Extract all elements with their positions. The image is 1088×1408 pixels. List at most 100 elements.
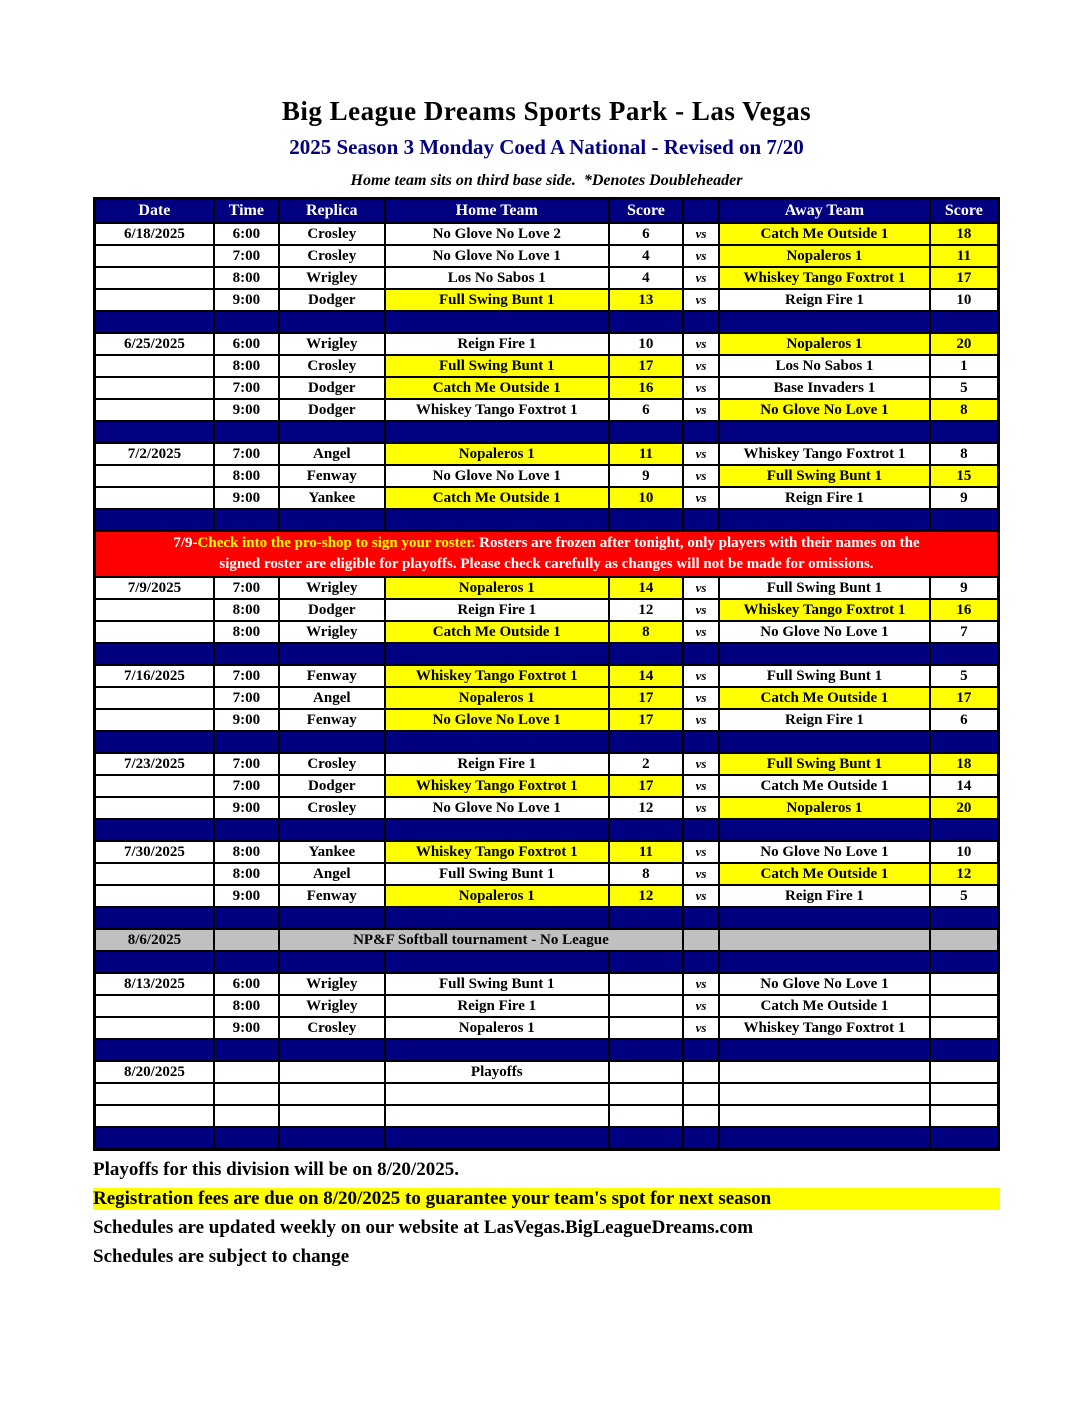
away-score-cell: 10 <box>928 288 1000 312</box>
separator-cell <box>93 1038 215 1062</box>
separator-cell <box>681 818 721 842</box>
date-cell: 6/25/2025 <box>93 332 215 356</box>
empty-cell <box>212 1082 280 1106</box>
banner-date-prefix: 7/9- <box>173 535 198 551</box>
away-team-cell: No Glove No Love 1 <box>718 620 931 644</box>
home-score-cell <box>607 972 684 996</box>
away-score-cell: 6 <box>928 708 1000 732</box>
separator-cell <box>928 730 1000 754</box>
away-team-cell: Nopaleros 1 <box>718 332 931 356</box>
separator-cell <box>277 818 386 842</box>
date-cell <box>93 1016 215 1040</box>
date-cell <box>93 464 215 488</box>
footer-notes: Playoffs for this division will be on 8/… <box>93 1159 1000 1268</box>
separator-cell <box>607 310 684 334</box>
vs-cell: vs <box>681 796 721 820</box>
away-score-cell <box>928 994 1000 1018</box>
replica-cell: Angel <box>277 442 386 466</box>
vs-cell: vs <box>681 664 721 688</box>
separator-cell <box>607 818 684 842</box>
away-score-cell: 20 <box>928 796 1000 820</box>
date-cell <box>93 796 215 820</box>
home-score-cell <box>607 994 684 1018</box>
empty-cell <box>383 1104 610 1128</box>
separator-row <box>93 1126 1000 1151</box>
separator-row <box>93 1038 1000 1062</box>
replica-cell: Dodger <box>277 376 386 400</box>
home-score-cell: 12 <box>607 884 684 908</box>
separator-cell <box>93 950 215 974</box>
separator-row <box>93 642 1000 666</box>
home-team-cell: Whiskey Tango Foxtrot 1 <box>383 840 610 864</box>
away-team-cell: Reign Fire 1 <box>718 884 931 908</box>
empty-cell <box>277 1082 386 1106</box>
away-score-cell: 17 <box>928 266 1000 290</box>
away-score-cell <box>928 1016 1000 1040</box>
separator-cell <box>607 1126 684 1151</box>
replica-cell: Wrigley <box>277 576 386 600</box>
home-score-cell: 2 <box>607 752 684 776</box>
vs-cell: vs <box>681 620 721 644</box>
separator-cell <box>681 1038 721 1062</box>
time-cell: 7:00 <box>212 664 280 688</box>
away-team-cell: Base Invaders 1 <box>718 376 931 400</box>
date-cell <box>93 620 215 644</box>
replica-cell: Wrigley <box>277 332 386 356</box>
empty-cell <box>928 1082 1000 1106</box>
separator-cell <box>212 508 280 532</box>
home-team-cell: No Glove No Love 2 <box>383 222 610 246</box>
date-cell: 7/23/2025 <box>93 752 215 776</box>
away-team-cell: Whiskey Tango Foxtrot 1 <box>718 266 931 290</box>
away-score-cell: 11 <box>928 244 1000 268</box>
column-header-replica: Replica <box>277 197 386 224</box>
away-score-cell <box>928 928 1000 952</box>
vs-cell: vs <box>681 332 721 356</box>
vs-cell: vs <box>681 884 721 908</box>
home-score-cell: 14 <box>607 664 684 688</box>
replica-cell: Yankee <box>277 840 386 864</box>
time-cell: 8:00 <box>212 994 280 1018</box>
away-score-cell: 8 <box>928 442 1000 466</box>
replica-cell: Crosley <box>277 1016 386 1040</box>
separator-cell <box>277 906 386 930</box>
empty-cell <box>928 1104 1000 1128</box>
game-row: 8:00 Wrigley Catch Me Outside 1 8 vs No Glove… <box>93 620 1000 644</box>
column-header-home-team: Home Team <box>383 197 610 224</box>
banner-line2: signed roster are eligible for playoffs.… <box>219 556 874 572</box>
separator-cell <box>212 1126 280 1151</box>
replica-cell: Crosley <box>277 222 386 246</box>
column-header-time: Time <box>212 197 280 224</box>
separator-cell <box>383 906 610 930</box>
vs-cell: vs <box>681 288 721 312</box>
footer-line: Playoffs for this division will be on 8/… <box>93 1159 459 1180</box>
separator-row <box>93 508 1000 532</box>
separator-cell <box>607 730 684 754</box>
empty-cell <box>681 1104 721 1128</box>
home-team-cell: Whiskey Tango Foxtrot 1 <box>383 664 610 688</box>
separator-cell <box>93 1126 215 1151</box>
away-team-cell <box>718 1060 931 1084</box>
separator-row <box>93 420 1000 444</box>
home-team-cell: Los No Sabos 1 <box>383 266 610 290</box>
vs-cell: vs <box>681 686 721 710</box>
separator-cell <box>212 420 280 444</box>
vs-cell: vs <box>681 486 721 510</box>
home-score-cell: 6 <box>607 222 684 246</box>
separator-cell <box>277 420 386 444</box>
separator-row <box>93 950 1000 974</box>
separator-cell <box>718 642 931 666</box>
separator-cell <box>383 730 610 754</box>
replica-cell: Fenway <box>277 464 386 488</box>
date-cell <box>93 486 215 510</box>
time-cell: 8:00 <box>212 354 280 378</box>
replica-cell: Fenway <box>277 884 386 908</box>
separator-cell <box>212 818 280 842</box>
separator-cell <box>607 508 684 532</box>
home-team-cell: Full Swing Bunt 1 <box>383 972 610 996</box>
away-team-cell <box>718 928 931 952</box>
replica-cell: Wrigley <box>277 994 386 1018</box>
away-score-cell: 1 <box>928 354 1000 378</box>
schedule-table: Date Time Replica Home Team Score Away Team Sc… <box>93 197 1000 1151</box>
time-cell: 7:00 <box>212 376 280 400</box>
